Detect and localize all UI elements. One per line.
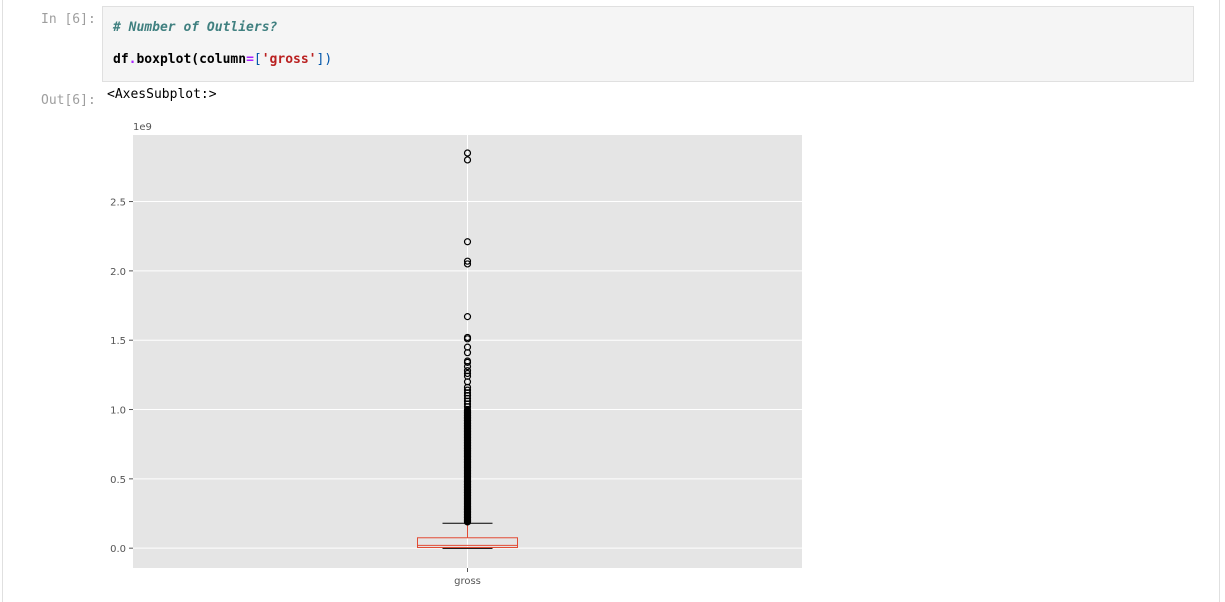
code-comment: # Number of Outliers? — [113, 20, 278, 35]
outlier-point — [463, 257, 472, 265]
outlier-point — [463, 349, 472, 357]
code-token-dot: . — [128, 52, 137, 67]
code-token-func: boxplot(column — [136, 52, 247, 67]
code-token-string: 'gross' — [261, 52, 317, 67]
output-prompt: Out[6]: — [41, 93, 96, 108]
outlier-point — [463, 358, 472, 366]
outlier-point — [463, 238, 472, 246]
x-tick-label: gross — [454, 576, 481, 587]
y-tick-label: 1.0 — [110, 406, 126, 417]
y-tick-label: 1.5 — [110, 336, 126, 347]
y-tick-label: 2.5 — [110, 198, 126, 209]
y-tick-label: 0.5 — [110, 475, 126, 486]
axes: 0.0 0.5 1.0 1.5 2.0 2.5 gross 1e9 — [110, 122, 481, 587]
outlier-points — [463, 149, 472, 526]
code-token-obj: df — [113, 52, 129, 67]
code-line: df.boxplot(column=['gross']) — [113, 52, 332, 67]
code-token-equals: = — [246, 52, 254, 67]
code-token-open-bracket: [ — [253, 52, 262, 67]
input-prompt: In [6]: — [41, 12, 96, 27]
outlier-point — [463, 313, 472, 321]
y-multiplier-label: 1e9 — [133, 122, 152, 133]
output-text: <AxesSubplot:> — [107, 87, 217, 102]
outlier-point — [463, 156, 472, 164]
outlier-point — [463, 335, 472, 343]
code-token-close: ]) — [316, 52, 333, 67]
y-tick-label: 0.0 — [110, 544, 126, 555]
y-tick-label: 2.0 — [110, 267, 126, 278]
iqr-box — [417, 537, 518, 548]
code-input-area[interactable]: # Number of Outliers? df.boxplot(column=… — [102, 6, 1194, 82]
outlier-point — [463, 406, 472, 414]
outlier-point — [463, 149, 472, 157]
outlier-point — [463, 369, 472, 378]
outlier-point — [463, 362, 472, 371]
outlier-point — [463, 260, 472, 268]
